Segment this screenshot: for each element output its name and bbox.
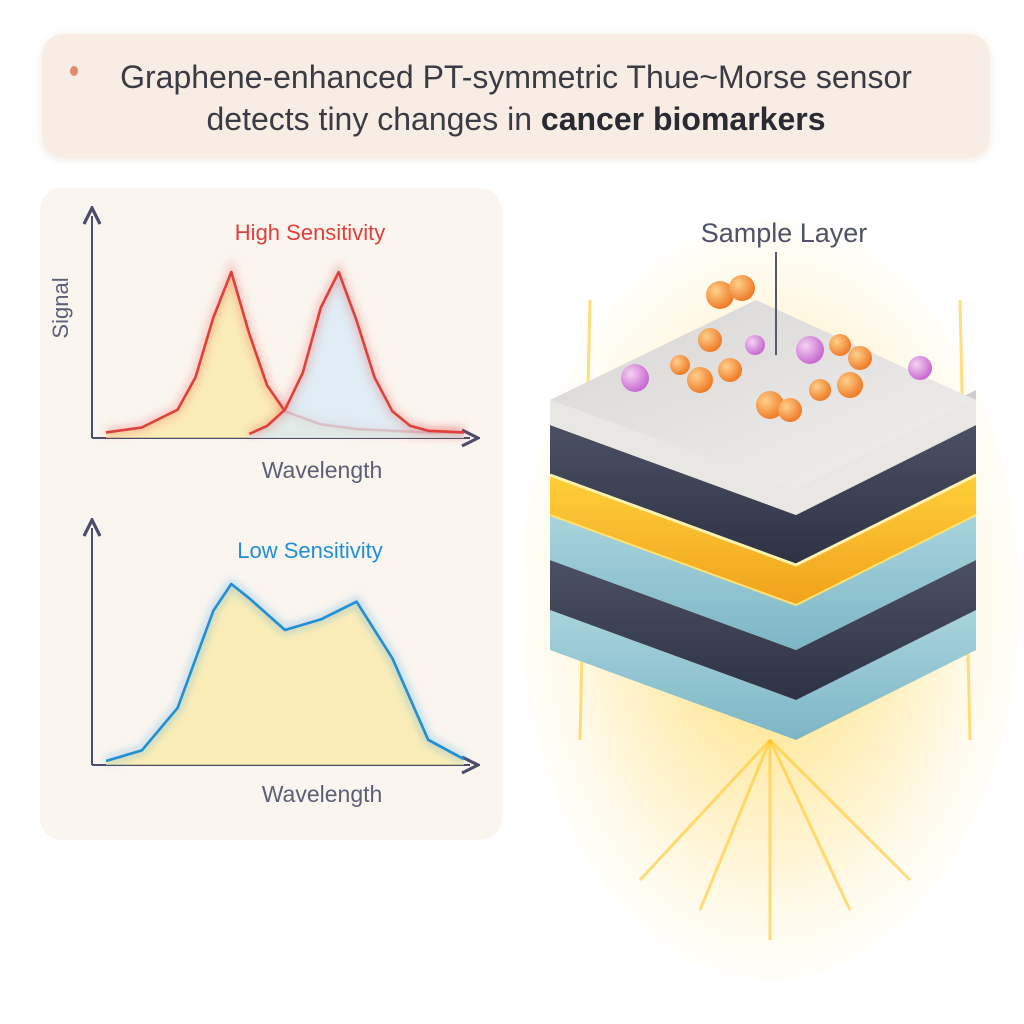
sensor-illustration: Sample Layer <box>520 218 1020 980</box>
chart-panel: High Sensitivity Wavelength Signal Low Sens… <box>40 188 502 840</box>
x-axis-label: Wavelength <box>262 781 383 807</box>
spectra-charts: High Sensitivity Wavelength Signal Low Sens… <box>48 188 502 807</box>
title-banner: Graphene-enhanced PT-symmetric Thue~Mors… <box>42 34 990 158</box>
x-axis-label: Wavelength <box>262 457 383 483</box>
title-line-1: Graphene-enhanced PT-symmetric Thue~Mors… <box>120 59 912 95</box>
page-title: Graphene-enhanced PT-symmetric Thue~Mors… <box>42 56 990 140</box>
biomarker-particles <box>621 275 932 422</box>
decorative-dot <box>70 66 78 76</box>
title-line-2-start: detects tiny changes in <box>206 101 541 137</box>
gold-layer <box>550 475 976 605</box>
sample-layer-side <box>550 400 976 515</box>
series-line-2 <box>248 270 465 436</box>
sample-layer-label: Sample Layer <box>701 218 868 248</box>
dielectric-layer-bottom <box>550 610 976 740</box>
title-line-2-bold: cancer biomarkers <box>540 101 826 137</box>
chart-title: High Sensitivity <box>235 220 385 245</box>
series-fill-2 <box>249 272 464 438</box>
series-fill-1 <box>106 584 464 765</box>
light-rays <box>578 299 972 940</box>
y-axis-label: Signal <box>48 277 73 338</box>
series-fill-1 <box>106 272 464 438</box>
series-line-1 <box>105 582 465 763</box>
graphene-layer-lower <box>550 560 976 700</box>
graphene-layer-upper <box>550 425 976 565</box>
title-line-2: detects tiny changes in cancer biomarker… <box>42 98 990 140</box>
dielectric-layer-middle <box>550 515 976 650</box>
chart-title: Low Sensitivity <box>237 538 383 563</box>
